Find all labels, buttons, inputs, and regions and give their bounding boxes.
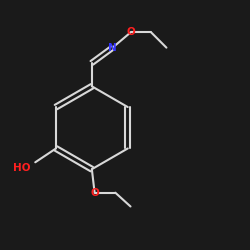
Text: O: O (126, 28, 135, 38)
Text: O: O (90, 188, 99, 198)
Text: N: N (108, 43, 117, 53)
Text: HO: HO (13, 163, 30, 173)
